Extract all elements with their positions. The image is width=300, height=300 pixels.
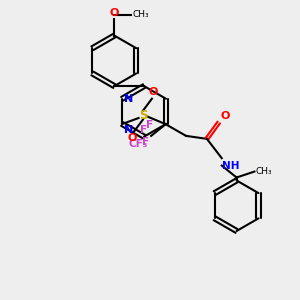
Text: F: F <box>146 121 153 130</box>
Text: S: S <box>139 109 147 122</box>
Text: O: O <box>220 111 230 121</box>
Text: F: F <box>142 137 150 147</box>
Text: O: O <box>128 133 137 143</box>
Text: CH₃: CH₃ <box>256 167 273 176</box>
Text: O: O <box>149 87 158 97</box>
Text: O: O <box>110 8 119 18</box>
Text: F: F <box>140 125 147 135</box>
Text: CF₃: CF₃ <box>129 139 148 149</box>
Text: N: N <box>124 94 133 104</box>
Text: CH₃: CH₃ <box>132 10 149 19</box>
Text: N: N <box>124 125 133 136</box>
Text: NH: NH <box>222 161 240 171</box>
